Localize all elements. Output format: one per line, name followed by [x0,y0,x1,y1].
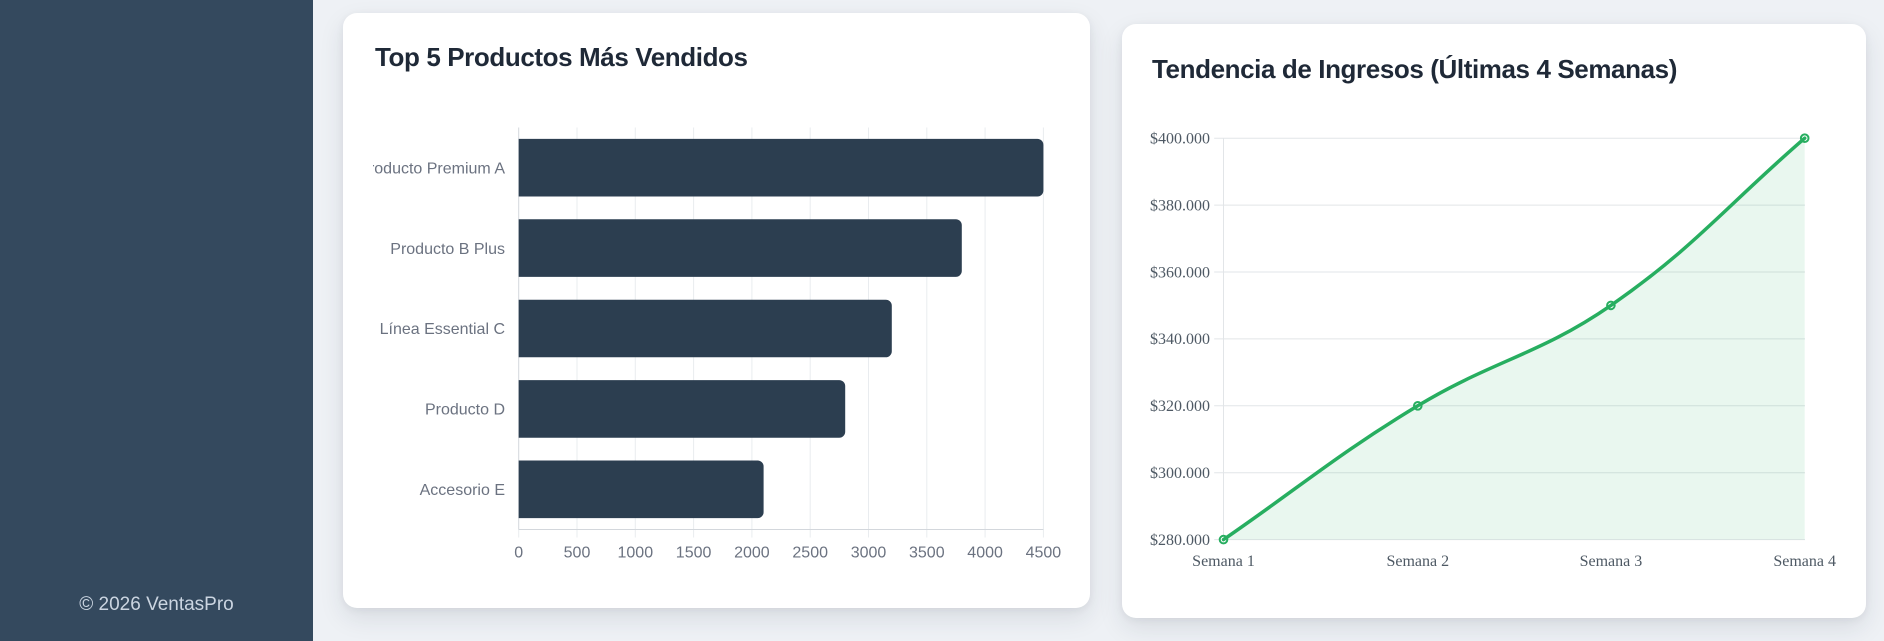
svg-text:500: 500 [564,545,591,562]
svg-text:$360.000: $360.000 [1150,264,1210,281]
svg-text:$380.000: $380.000 [1150,197,1210,214]
svg-text:$340.000: $340.000 [1150,331,1210,348]
svg-text:$280.000: $280.000 [1150,532,1210,549]
svg-text:Producto D: Producto D [425,402,505,419]
svg-text:Semana 4: Semana 4 [1773,553,1836,570]
svg-text:$300.000: $300.000 [1150,465,1210,482]
svg-text:1500: 1500 [676,545,712,562]
svg-text:4000: 4000 [967,545,1003,562]
svg-text:$320.000: $320.000 [1150,398,1210,415]
svg-text:Accesorio E: Accesorio E [420,482,505,499]
svg-text:$400.000: $400.000 [1150,131,1210,148]
svg-text:2000: 2000 [734,545,770,562]
svg-text:Semana 3: Semana 3 [1580,553,1643,570]
svg-text:0: 0 [514,545,523,562]
svg-text:Semana 1: Semana 1 [1192,553,1255,570]
svg-text:Producto Premium A: Producto Premium A [358,160,505,177]
svg-text:1000: 1000 [618,545,654,562]
svg-text:3500: 3500 [909,545,945,562]
svg-text:4500: 4500 [1026,545,1062,562]
svg-text:Semana 2: Semana 2 [1386,553,1449,570]
svg-text:3000: 3000 [851,545,887,562]
svg-text:2500: 2500 [792,545,828,562]
svg-text:Línea Essential C: Línea Essential C [380,321,505,338]
svg-text:Producto B Plus: Producto B Plus [390,241,505,258]
